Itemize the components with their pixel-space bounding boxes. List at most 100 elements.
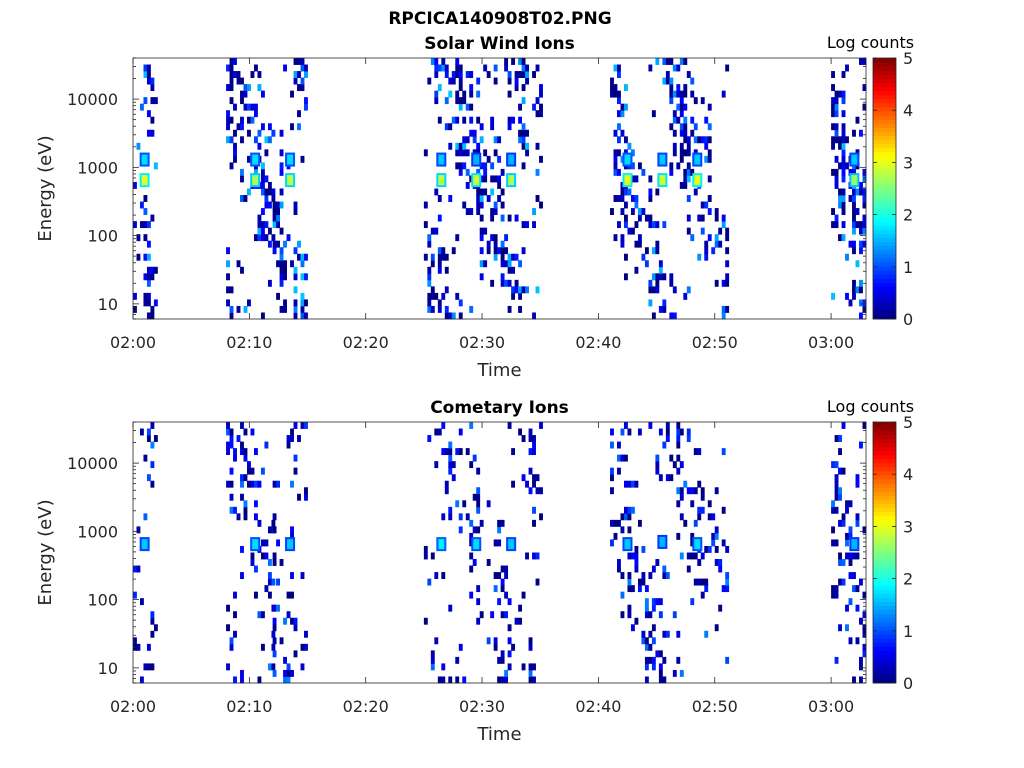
heatmap-cell	[293, 617, 298, 625]
heatmap-cell	[469, 422, 474, 429]
heatmap-cell	[260, 188, 265, 196]
heatmap-cell	[623, 454, 628, 462]
heatmap-cell	[617, 441, 621, 449]
heatmap-cell	[493, 240, 498, 248]
heatmap-cell	[511, 116, 516, 124]
heatmap-cell	[279, 260, 284, 268]
heatmap-cell	[644, 585, 649, 593]
heatmap-cell	[711, 532, 716, 540]
heatmap-cell	[304, 487, 308, 495]
peak-cell	[508, 175, 515, 186]
peak-cell	[851, 154, 858, 165]
heatmap-cell	[476, 493, 481, 501]
heatmap-cell	[852, 201, 856, 209]
heatmap-cell	[150, 480, 155, 488]
colorbar-step	[873, 257, 896, 263]
heatmap-cell	[226, 286, 230, 294]
heatmap-cell	[271, 630, 276, 638]
colorbar-step	[873, 147, 896, 153]
heatmap-cell	[150, 214, 155, 222]
peak-cell	[508, 539, 515, 550]
colorbar-step	[873, 143, 896, 149]
peak-cell	[438, 539, 445, 550]
heatmap-cell	[430, 253, 435, 261]
heatmap-cell	[469, 305, 474, 313]
heatmap-cell	[479, 123, 484, 131]
heatmap-cell	[848, 532, 853, 540]
heatmap-cell	[143, 513, 148, 521]
heatmap-cell	[476, 585, 481, 593]
heatmap-cell	[528, 487, 533, 495]
heatmap-cell	[669, 90, 674, 98]
heatmap-cell	[672, 669, 677, 677]
heatmap-cell	[493, 253, 498, 261]
heatmap-cell	[862, 240, 867, 248]
colorbar-step	[873, 605, 896, 611]
heatmap-cell	[272, 669, 277, 677]
heatmap-cell	[279, 266, 284, 274]
heatmap-cell	[133, 181, 137, 189]
colorbar-tick-label: 2	[903, 206, 913, 225]
heatmap-cell	[521, 136, 526, 144]
heatmap-cell	[852, 240, 856, 248]
heatmap-cell	[859, 312, 863, 320]
colorbar-step	[873, 434, 896, 439]
heatmap-cell	[514, 84, 519, 92]
heatmap-cell	[240, 116, 244, 124]
colorbar-step	[873, 581, 896, 586]
peak-cell	[659, 175, 666, 186]
heatmap-cell	[669, 97, 674, 105]
heatmap-cell	[276, 221, 280, 229]
heatmap-cell	[267, 227, 272, 235]
heatmap-cell	[672, 461, 677, 469]
heatmap-cell	[483, 227, 488, 235]
heatmap-cell	[476, 90, 481, 98]
heatmap-cell	[486, 155, 491, 163]
heatmap-cell	[862, 195, 867, 202]
colorbar-step	[873, 294, 896, 300]
heatmap-cell	[493, 208, 498, 215]
heatmap-cell	[521, 162, 526, 170]
heatmap-cell	[458, 513, 463, 521]
heatmap-cell	[297, 123, 301, 131]
heatmap-cell	[423, 545, 428, 553]
heatmap-cell	[146, 643, 151, 651]
heatmap-cell	[441, 422, 446, 429]
heatmap-cell	[665, 58, 670, 65]
heatmap-cell	[630, 552, 635, 560]
colorbar-step	[873, 217, 896, 222]
heatmap-cell	[630, 149, 635, 157]
heatmap-cell	[683, 129, 688, 137]
heatmap-cell	[153, 162, 158, 170]
colorbar-step	[873, 208, 896, 214]
heatmap-cell	[518, 305, 523, 313]
heatmap-cell	[437, 116, 442, 124]
heatmap-cell	[493, 637, 498, 645]
heatmap-cell	[841, 188, 846, 196]
colorbar-step	[873, 650, 896, 655]
heatmap-cell	[683, 103, 688, 111]
heatmap-cell	[293, 422, 298, 429]
peak-cell	[624, 175, 631, 186]
heatmap-cell	[283, 64, 287, 72]
heatmap-cell	[286, 441, 291, 449]
heatmap-cell	[655, 247, 660, 255]
heatmap-cell	[525, 129, 529, 137]
heatmap-cell	[848, 168, 853, 176]
heatmap-cell	[855, 116, 860, 124]
heatmap-cell	[855, 637, 860, 645]
plot-area	[133, 422, 866, 683]
heatmap-cell	[651, 624, 656, 632]
heatmap-cell	[279, 247, 284, 255]
heatmap-cell	[150, 97, 155, 105]
heatmap-cell	[855, 260, 860, 268]
heatmap-cell	[679, 428, 684, 436]
heatmap-cell	[834, 487, 839, 495]
heatmap-cell	[697, 506, 702, 514]
colorbar-step	[873, 270, 896, 275]
heatmap-cell	[617, 565, 621, 573]
heatmap-cell	[233, 630, 237, 638]
heatmap-cell	[693, 519, 698, 527]
